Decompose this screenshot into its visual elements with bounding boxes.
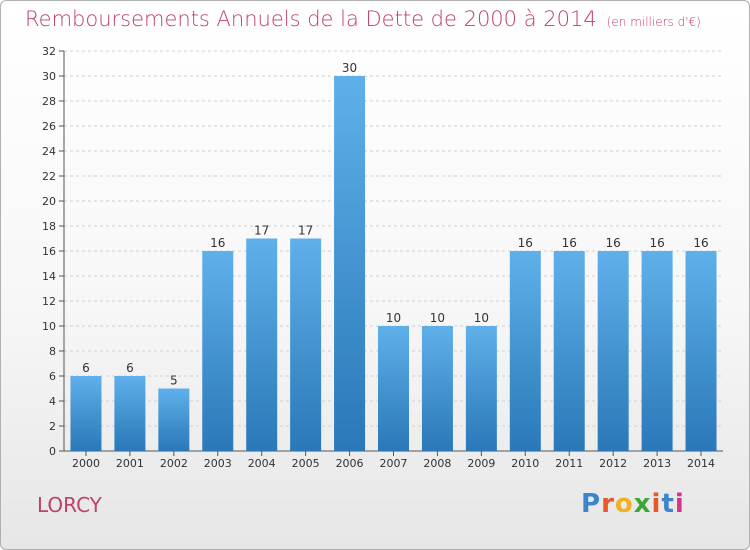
bar-value-label: 16 <box>649 236 664 250</box>
x-tick-label: 2006 <box>336 457 364 470</box>
bar <box>70 376 102 451</box>
bar <box>246 238 278 451</box>
bar <box>597 251 629 451</box>
city-name: LORCY <box>37 493 102 517</box>
y-tick-label: 16 <box>42 245 56 258</box>
y-tick-label: 22 <box>42 170 56 183</box>
bar-value-label: 30 <box>342 61 357 75</box>
logo-letter: t <box>661 489 675 519</box>
bar <box>641 251 673 451</box>
logo-letter: x <box>633 489 652 519</box>
bar <box>685 251 717 451</box>
bar-value-label: 6 <box>82 361 90 375</box>
y-tick-label: 6 <box>49 370 56 383</box>
y-tick-label: 14 <box>42 270 56 283</box>
x-tick-label: 2013 <box>643 457 671 470</box>
y-tick-label: 0 <box>49 445 56 458</box>
y-tick-label: 30 <box>42 70 56 83</box>
logo-letter: i <box>651 489 662 519</box>
proxiti-logo[interactable]: Proxiti <box>581 489 685 519</box>
y-tick-label: 10 <box>42 320 56 333</box>
bar <box>421 326 453 451</box>
x-tick-label: 2001 <box>116 457 144 470</box>
logo-letter: o <box>614 489 634 519</box>
bar-value-label: 16 <box>606 236 621 250</box>
bar-value-label: 5 <box>170 374 178 388</box>
bar-value-label: 10 <box>430 311 445 325</box>
x-tick-label: 2010 <box>511 457 539 470</box>
bar-value-label: 17 <box>254 224 269 238</box>
bars <box>70 76 717 451</box>
bar <box>290 238 322 451</box>
y-tick-label: 20 <box>42 195 56 208</box>
bar <box>553 251 585 451</box>
labels: 0246810121416182022242628303220006200162… <box>42 45 715 470</box>
bar <box>509 251 541 451</box>
y-tick-label: 24 <box>42 145 56 158</box>
x-tick-label: 2007 <box>380 457 408 470</box>
x-tick-label: 2009 <box>467 457 495 470</box>
x-tick-label: 2002 <box>160 457 188 470</box>
chart-title-text: Remboursements Annuels de la Dette de 20… <box>25 7 597 31</box>
x-tick-label: 2005 <box>292 457 320 470</box>
x-tick-label: 2004 <box>248 457 276 470</box>
x-tick-label: 2012 <box>599 457 627 470</box>
bar <box>158 388 190 451</box>
chart-title: Remboursements Annuels de la Dette de 20… <box>25 7 701 31</box>
bar-value-label: 10 <box>474 311 489 325</box>
bar-value-label: 16 <box>518 236 533 250</box>
x-tick-label: 2011 <box>555 457 583 470</box>
bar <box>202 251 234 451</box>
y-tick-label: 8 <box>49 345 56 358</box>
x-tick-label: 2008 <box>423 457 451 470</box>
y-tick-label: 2 <box>49 420 56 433</box>
logo-letter: r <box>601 489 615 519</box>
x-tick-label: 2003 <box>204 457 232 470</box>
y-tick-label: 4 <box>49 395 56 408</box>
y-tick-label: 32 <box>42 45 56 58</box>
bar-value-label: 16 <box>693 236 708 250</box>
bar <box>114 376 146 451</box>
bar-value-label: 17 <box>298 224 313 238</box>
chart-unit: (en milliers d'€) <box>606 15 701 29</box>
y-tick-label: 28 <box>42 95 56 108</box>
x-tick-label: 2000 <box>72 457 100 470</box>
y-tick-label: 12 <box>42 295 56 308</box>
y-tick-label: 26 <box>42 120 56 133</box>
x-tick-label: 2014 <box>687 457 715 470</box>
bar-value-label: 16 <box>562 236 577 250</box>
bar <box>465 326 497 451</box>
logo-letter: i <box>674 489 685 519</box>
logo-letter: P <box>581 489 602 519</box>
bar <box>334 76 366 451</box>
y-tick-label: 18 <box>42 220 56 233</box>
bar-value-label: 16 <box>210 236 225 250</box>
bar-value-label: 10 <box>386 311 401 325</box>
bar <box>378 326 409 451</box>
bar-value-label: 6 <box>126 361 134 375</box>
